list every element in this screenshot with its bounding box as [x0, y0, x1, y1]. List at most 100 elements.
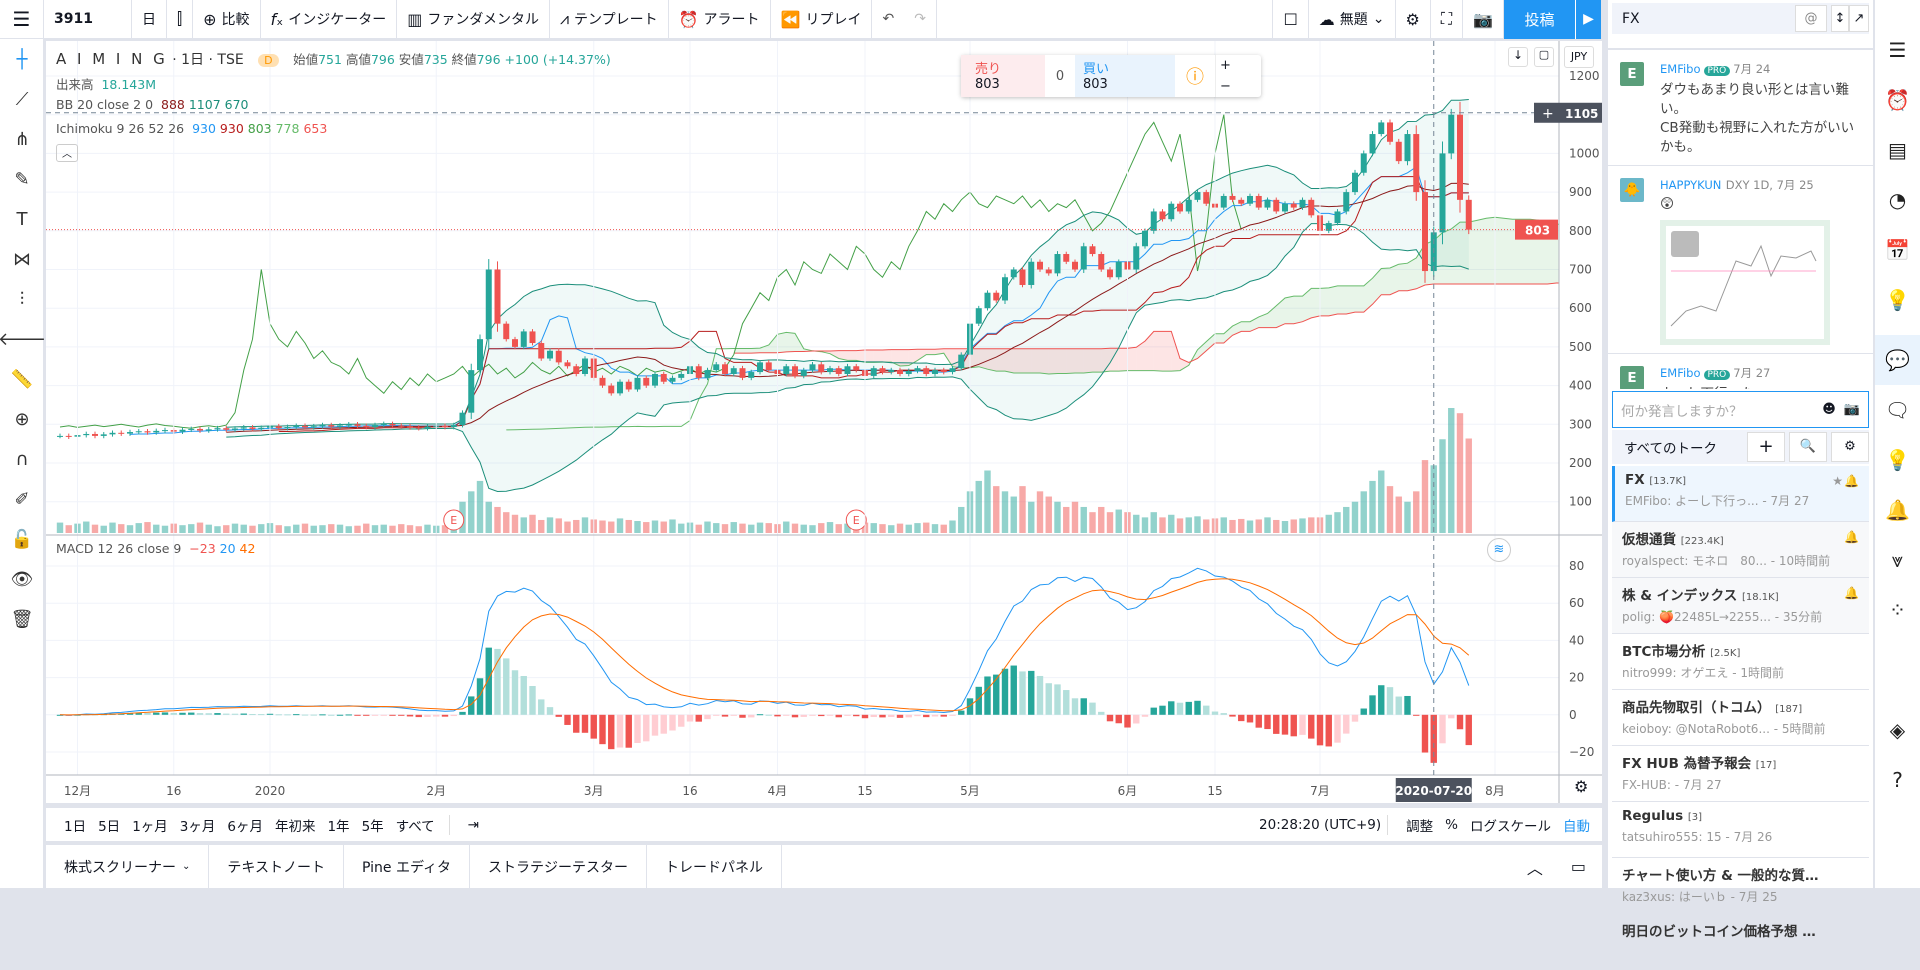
goto-date-icon[interactable]: ⇥: [467, 816, 479, 833]
auto-scale-toggle[interactable]: 自動: [1563, 818, 1590, 835]
room-item[interactable]: 株 & インデックス [18.1K] polig: 🍑22485L→2255...…: [1612, 578, 1869, 634]
streams-icon[interactable]: 💡: [1885, 448, 1910, 472]
fib-icon[interactable]: ⋔: [14, 128, 30, 150]
room-item[interactable]: FX [13.7K] EMFibo: よーし下行っ... - 7月 27 🔔 ★: [1612, 466, 1869, 522]
range-button[interactable]: 5日: [98, 818, 121, 835]
chart-snapshot-image[interactable]: [1660, 220, 1830, 345]
range-button[interactable]: すべて: [395, 818, 435, 835]
range-button[interactable]: 5年: [361, 818, 384, 835]
layout-select-button[interactable]: ☐: [1272, 0, 1309, 39]
notifications-icon[interactable]: 🔔: [1885, 498, 1910, 522]
private-chat-icon[interactable]: 🗨: [1884, 398, 1911, 422]
range-button[interactable]: 1ヶ月: [132, 818, 168, 835]
range-button[interactable]: 年初来: [274, 818, 316, 835]
room-item[interactable]: FX HUB 為替予報会 [17] FX-HUB: - 7月 27: [1612, 746, 1869, 802]
replay-button[interactable]: ⏪ リプレイ: [771, 0, 873, 39]
trendline-icon[interactable]: ⟋: [15, 88, 29, 110]
lock-drawing-icon[interactable]: ✐: [14, 488, 30, 510]
room-item[interactable]: Regulus [3] tatsuhiro555: 15 - 7月 26: [1612, 802, 1869, 858]
search-button[interactable]: 🔍: [1789, 432, 1827, 462]
symbol-search[interactable]: 3911: [44, 0, 132, 39]
username[interactable]: HAPPYKUN: [1660, 178, 1722, 192]
brush-icon[interactable]: ✎: [14, 168, 30, 190]
order-panel-icon[interactable]: ⩔: [1891, 548, 1904, 572]
play-icon[interactable]: ▶: [1576, 0, 1602, 39]
compare-button[interactable]: ⊕ 比較: [193, 0, 261, 39]
emoji-icon[interactable]: ☻: [1822, 402, 1836, 417]
room-item[interactable]: 仮想通貨 [223.4K] royalspect: モネロ 80... - 10時…: [1612, 522, 1869, 578]
settings-button[interactable]: ⚙: [1396, 0, 1431, 39]
publish-button[interactable]: 投稿: [1504, 0, 1576, 39]
currency-button[interactable]: JPY: [1564, 46, 1594, 68]
undo-button[interactable]: ↶: [882, 11, 895, 27]
settings-button[interactable]: ⚙: [1831, 432, 1869, 462]
range-button[interactable]: 1日: [64, 818, 87, 835]
chat-input[interactable]: 何か発言しますか？ ☻ 📷: [1612, 391, 1869, 428]
text-icon[interactable]: T: [16, 208, 28, 230]
tab-screener[interactable]: 株式スクリーナー ⌄: [46, 845, 210, 888]
interval-button[interactable]: 日: [132, 0, 167, 39]
username[interactable]: EMFibo: [1660, 366, 1701, 380]
mention-icon[interactable]: @: [1795, 5, 1827, 32]
eye-icon[interactable]: 👁: [10, 568, 34, 590]
templates-button[interactable]: ⩘ テンプレート: [550, 0, 669, 39]
hotlist-icon[interactable]: ◔: [1888, 188, 1907, 212]
chart-canvas[interactable]: E E12001000900800700600500400300200100806…: [46, 41, 1602, 803]
log-scale-toggle[interactable]: ログスケール: [1470, 818, 1551, 835]
indicators-button[interactable]: fₓ インジケーター: [261, 0, 398, 39]
chart-type-button[interactable]: ⫿: [167, 0, 194, 39]
alert-button[interactable]: ⏰ アラート: [669, 0, 771, 39]
chart-area[interactable]: E E 1200 1000 900 800 700 600 500 400 300 200 100 80 6…: [46, 41, 1602, 803]
percent-toggle[interactable]: %: [1445, 816, 1458, 833]
dom-icon[interactable]: ⁘: [1889, 598, 1906, 622]
room-item[interactable]: チャート使い方 & 一般的な質問な... kaz3xus: はーいｂ - 7月 …: [1612, 858, 1869, 914]
clock[interactable]: 20:28:20 (UTC+9): [1259, 816, 1382, 833]
zoom-in-icon[interactable]: ⊕: [14, 408, 30, 430]
redo-button[interactable]: ↷: [904, 0, 937, 39]
legend-macd[interactable]: MACD 12 26 close 9 −23 20 42: [56, 541, 255, 556]
avatar[interactable]: E: [1620, 62, 1644, 86]
bell-icon[interactable]: 🔔: [1844, 530, 1859, 544]
lock-icon[interactable]: 🔓: [10, 528, 34, 550]
username[interactable]: EMFibo: [1660, 62, 1701, 76]
room-item[interactable]: 明日のビットコイン価格予想 [28]: [1612, 914, 1869, 970]
snapshot-button[interactable]: 📷: [1463, 0, 1504, 39]
add-room-button[interactable]: +: [1747, 432, 1785, 462]
legend-ichimoku[interactable]: Ichimoku 9 26 52 26 930 930 803 778 653: [56, 121, 327, 136]
resize-icon[interactable]: ↕: [1831, 5, 1849, 32]
collapse-legend-button[interactable]: ︿: [56, 144, 78, 162]
back-arrow-icon[interactable]: 🡐: [0, 328, 47, 350]
chat-room-name[interactable]: FX: [1622, 10, 1640, 27]
chat-icon[interactable]: 💬: [1875, 335, 1920, 385]
scroll-down-icon[interactable]: ↓: [1508, 47, 1528, 67]
avatar[interactable]: 🐥: [1620, 178, 1644, 202]
watchlist-icon[interactable]: ☰: [1888, 38, 1907, 62]
fundamentals-button[interactable]: ▥ ファンダメンタル: [397, 0, 550, 39]
range-button[interactable]: 1年: [327, 818, 350, 835]
save-layout-button[interactable]: ☁ 無題 ⌄: [1309, 0, 1396, 39]
calendar-icon[interactable]: 📅: [1885, 238, 1910, 262]
popout-icon[interactable]: ↗: [1849, 5, 1869, 32]
legend-volume[interactable]: 出来高 18.143M: [56, 74, 156, 93]
avatar[interactable]: E: [1620, 366, 1644, 389]
tab-strategy-tester[interactable]: ストラテジーテスター: [470, 845, 647, 888]
legend-bb[interactable]: BB 20 close 2 0 888 1107 670: [56, 97, 249, 112]
alarm-clock-icon[interactable]: ⏰: [1885, 88, 1910, 112]
maximize-panel-icon[interactable]: ▭: [1570, 857, 1586, 876]
maximize-pane-icon[interactable]: ▢: [1534, 47, 1554, 67]
quantity-field[interactable]: 0: [1055, 68, 1065, 84]
room-item[interactable]: BTC市場分析 [2.5K] nitro999: オゲエえ - 1時間前: [1612, 634, 1869, 690]
ideas-icon[interactable]: 💡: [1885, 288, 1910, 312]
fullscreen-button[interactable]: ⛶: [1431, 0, 1464, 39]
magnet-icon[interactable]: ∩: [15, 448, 29, 470]
axis-settings-icon[interactable]: ⚙: [1574, 777, 1589, 796]
quantity-stepper[interactable]: + −: [1215, 55, 1235, 97]
sell-button[interactable]: 売り 803: [961, 55, 1045, 97]
pattern-icon[interactable]: ⋈: [13, 248, 31, 270]
help-icon[interactable]: ?: [1892, 768, 1903, 792]
tab-pine-editor[interactable]: Pine エディタ: [344, 845, 470, 888]
range-button[interactable]: 6ヶ月: [227, 818, 263, 835]
collapse-panel-icon[interactable]: ︿: [1526, 858, 1543, 878]
menu-icon[interactable]: ☰: [0, 0, 44, 39]
star-icon[interactable]: ★: [1832, 474, 1843, 488]
